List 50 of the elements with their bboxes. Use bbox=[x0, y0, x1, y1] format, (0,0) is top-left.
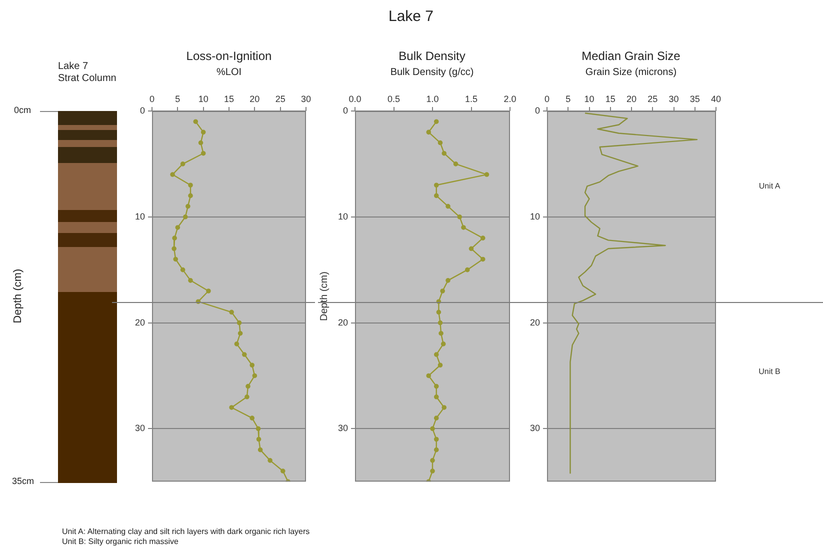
y-tick-label: 0 bbox=[140, 105, 145, 116]
x-tick-label: 1.5 bbox=[464, 94, 478, 104]
x-tick-label: 40 bbox=[710, 94, 722, 104]
y-tick-label: 10 bbox=[530, 211, 540, 222]
text: 35cm bbox=[12, 476, 34, 486]
x-tick-label: 15 bbox=[605, 94, 616, 104]
x-tick-label: 10 bbox=[198, 94, 208, 104]
y-tick-label: 20 bbox=[530, 317, 540, 328]
y-tick-label: 20 bbox=[134, 317, 145, 328]
y-tick-label: 10 bbox=[134, 211, 145, 222]
text: 0cm bbox=[14, 105, 32, 115]
text: Unit B bbox=[758, 366, 780, 376]
x-tick-label: 0 bbox=[149, 94, 155, 104]
y-tick-label: 30 bbox=[134, 423, 145, 434]
chart-title: Median Grain Size bbox=[582, 49, 680, 63]
y-tick-label: 0 bbox=[342, 105, 348, 116]
y-tick-label: 30 bbox=[338, 423, 348, 434]
x-tick-label: 20 bbox=[626, 94, 637, 104]
y-tick-label: 20 bbox=[338, 317, 348, 328]
x-tick-label: 30 bbox=[668, 94, 679, 104]
x-tick-label: 20 bbox=[250, 94, 260, 104]
text: Depth (cm) bbox=[12, 268, 24, 324]
x-tick-label: 25 bbox=[648, 94, 658, 104]
chart-title: Loss-on-Ignition bbox=[186, 49, 272, 63]
x-tick-label: 35 bbox=[690, 94, 700, 104]
x-tick-label: 5 bbox=[566, 94, 571, 104]
text: Strat Column bbox=[58, 73, 116, 84]
x-tick-label: 10 bbox=[584, 94, 594, 104]
x-axis-title: Bulk Density (g/cc) bbox=[390, 67, 474, 78]
text: Lake 7 bbox=[58, 61, 88, 72]
text: Unit A bbox=[758, 182, 781, 190]
x-tick-label: 15 bbox=[224, 94, 234, 104]
text: Lake 7 bbox=[388, 8, 434, 25]
y-tick-label: 10 bbox=[338, 211, 348, 222]
x-tick-label: 25 bbox=[275, 94, 286, 104]
y-tick-label: 30 bbox=[530, 423, 540, 434]
text: Unit A: Alternating clay and silt rich layers with dark organic rich layers bbox=[62, 527, 310, 536]
y-axis-title: Depth (cm) bbox=[318, 272, 330, 322]
y-tick-label: 0 bbox=[534, 105, 540, 116]
x-axis-title: Grain Size (microns) bbox=[585, 67, 677, 78]
x-tick-label: 5 bbox=[175, 94, 180, 104]
chart-title: Bulk Density bbox=[398, 49, 466, 63]
x-tick-label: 2.0 bbox=[504, 94, 516, 104]
x-tick-label: 1.0 bbox=[426, 94, 439, 104]
x-axis-title: %LOI bbox=[216, 67, 242, 78]
x-tick-label: 0.0 bbox=[348, 94, 362, 104]
x-tick-label: 0.5 bbox=[387, 94, 400, 104]
x-tick-label: 0 bbox=[544, 94, 550, 104]
x-tick-label: 30 bbox=[300, 94, 312, 104]
text: Unit B: Silty organic rich massive bbox=[62, 537, 178, 546]
